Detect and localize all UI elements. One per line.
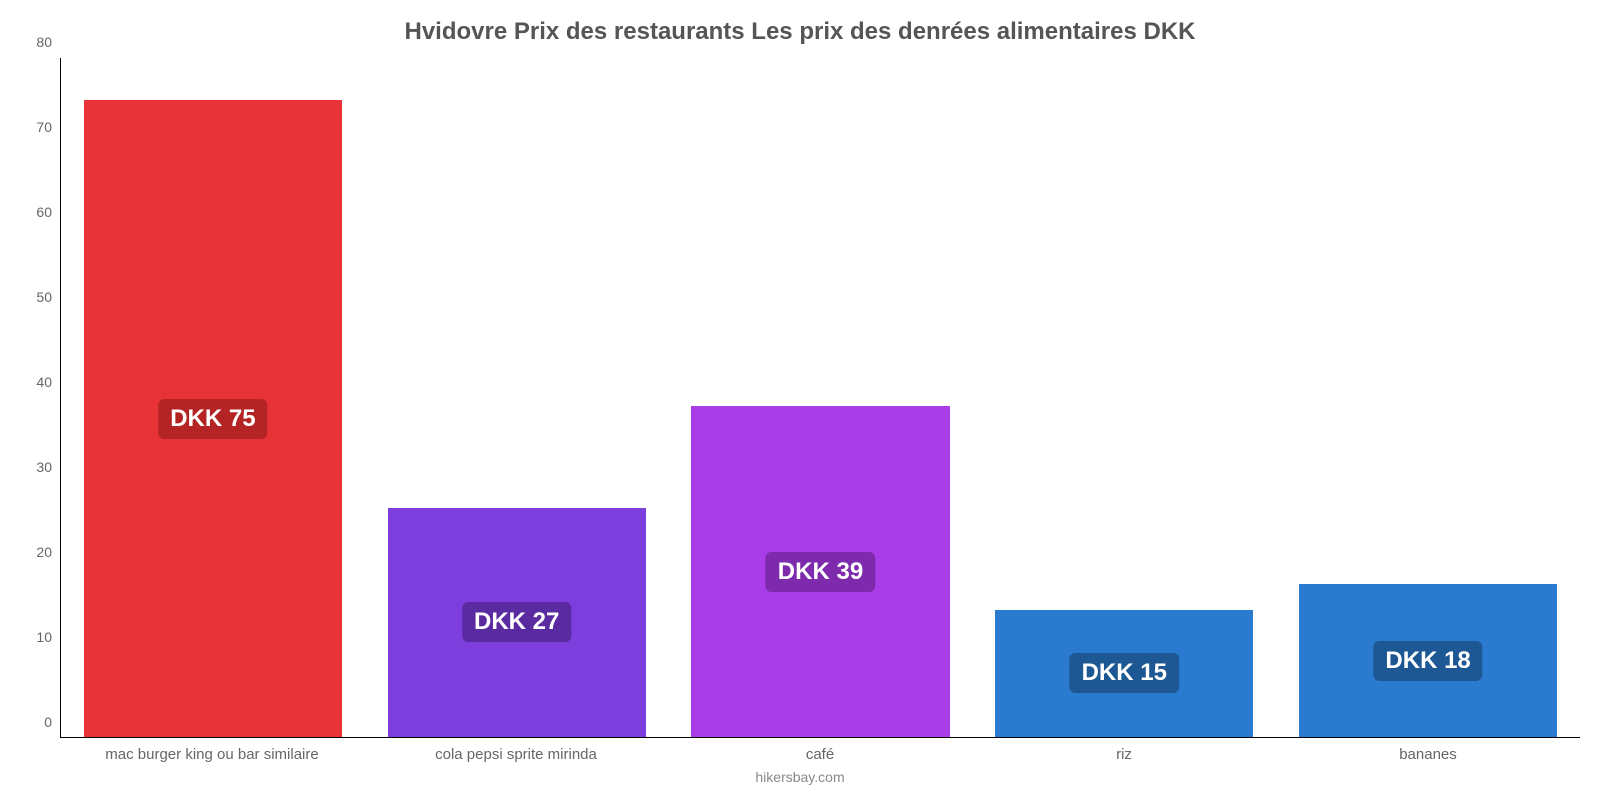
bar: DKK 15 [995,610,1253,737]
x-axis-label: café [668,746,972,763]
y-tick-label: 50 [36,289,52,305]
value-badge: DKK 75 [158,399,267,439]
bar-slot: DKK 27 [365,58,669,737]
chart-title: Hvidovre Prix des restaurants Les prix d… [20,10,1580,58]
y-tick-label: 10 [36,629,52,645]
footer-source: hikersbay.com [20,769,1580,785]
x-axis-labels: mac burger king ou bar similairecola pep… [60,746,1580,763]
y-tick-label: 30 [36,459,52,475]
bar: DKK 39 [691,406,949,737]
y-tick-label: 80 [36,34,52,50]
bar-slot: DKK 75 [61,58,365,737]
bars-row: DKK 75 DKK 27 DKK 39 DKK 15 DKK 18 [61,58,1580,737]
plot-area: DKK 75 DKK 27 DKK 39 DKK 15 DKK 18 [60,58,1580,738]
bar: DKK 18 [1299,584,1557,737]
x-axis-label: riz [972,746,1276,763]
chart-container: Hvidovre Prix des restaurants Les prix d… [0,0,1600,800]
y-axis: 01020304050607080 [20,58,60,738]
x-axis-label: cola pepsi sprite mirinda [364,746,668,763]
x-axis-label: bananes [1276,746,1580,763]
bar-slot: DKK 39 [669,58,973,737]
y-tick-label: 60 [36,204,52,220]
plot-wrap: 01020304050607080 DKK 75DKK 27DKK 39DKK … [20,58,1580,738]
value-badge: DKK 27 [462,602,571,642]
bar: DKK 27 [388,508,646,737]
value-badge: DKK 39 [766,552,875,592]
y-tick-label: 70 [36,119,52,135]
x-axis-label: mac burger king ou bar similaire [60,746,364,763]
bar-slot: DKK 15 [972,58,1276,737]
bar: DKK 75 [84,100,342,737]
y-tick-label: 20 [36,544,52,560]
value-badge: DKK 15 [1070,653,1179,693]
y-tick-label: 0 [44,714,52,730]
bar-slot: DKK 18 [1276,58,1580,737]
y-tick-label: 40 [36,374,52,390]
value-badge: DKK 18 [1373,641,1482,681]
